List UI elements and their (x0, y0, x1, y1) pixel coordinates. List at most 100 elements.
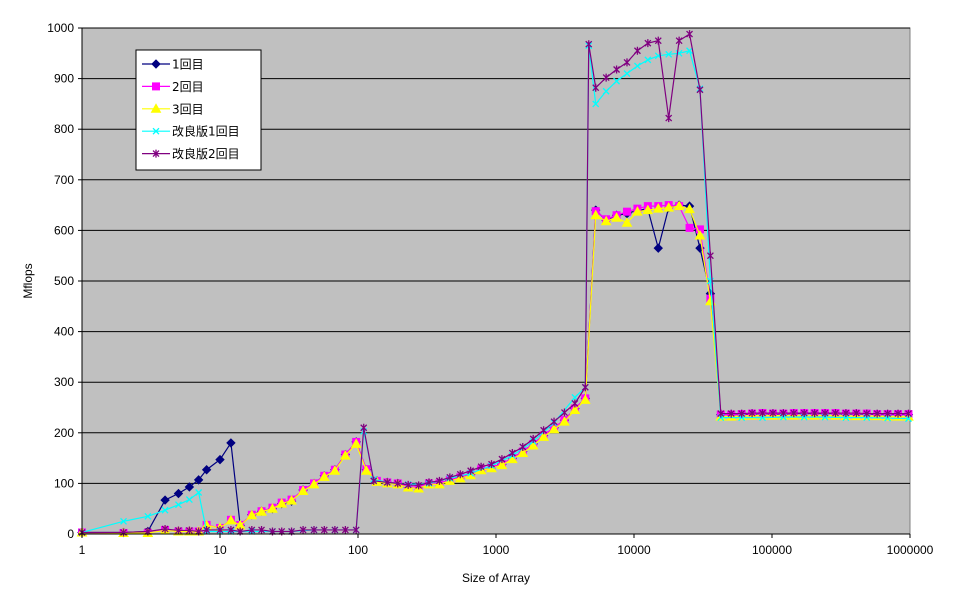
y-tick-label: 600 (54, 223, 74, 237)
data-point (686, 47, 694, 55)
data-point (592, 100, 600, 108)
data-point (548, 423, 560, 434)
data-point (227, 525, 235, 534)
data-point (769, 409, 777, 418)
y-tick-label: 800 (54, 122, 74, 136)
legend-entry: 3回目 (142, 102, 204, 116)
gridlines (82, 27, 910, 484)
legend-entry: 1回目 (142, 58, 204, 72)
legend-label: 改良版2回目 (172, 146, 240, 161)
data-point (174, 501, 182, 509)
data-point (488, 460, 495, 469)
data-point (654, 36, 662, 45)
data-point (120, 517, 128, 525)
data-point (498, 455, 506, 464)
data-point (644, 56, 652, 64)
data-point (632, 206, 643, 216)
data-point (383, 478, 391, 487)
data-point (467, 466, 475, 475)
data-point (633, 62, 641, 70)
data-point (225, 514, 237, 525)
data-point (160, 495, 170, 505)
data-point (613, 65, 621, 74)
legend-swatch-marker (152, 82, 160, 91)
data-point (665, 50, 673, 58)
x-tick-label: 1000 (483, 543, 510, 557)
x-tick-label: 100 (348, 543, 368, 557)
data-point (527, 439, 539, 450)
data-point (538, 431, 549, 441)
data-point (195, 489, 203, 496)
data-point (320, 525, 328, 534)
data-point (633, 46, 641, 55)
data-point (738, 409, 746, 418)
data-point (685, 223, 694, 232)
data-point (779, 409, 787, 418)
legend-swatch-marker (151, 59, 161, 69)
data-point (673, 200, 685, 211)
legend-swatch-marker (152, 127, 160, 135)
data-point (435, 476, 443, 485)
data-point (308, 478, 320, 489)
data-point (477, 462, 485, 471)
series-layer (76, 30, 914, 538)
data-point (623, 58, 631, 67)
data-point (331, 525, 339, 534)
y-tick-label: 200 (54, 426, 74, 440)
data-point (318, 471, 330, 481)
data-point (621, 217, 633, 227)
data-point (456, 470, 464, 479)
data-point (425, 478, 433, 487)
y-tick-label: 100 (54, 476, 74, 490)
data-point (873, 409, 881, 418)
data-point (201, 465, 212, 475)
data-point (811, 409, 819, 418)
data-point (842, 409, 850, 418)
data-point (519, 442, 527, 451)
data-point (717, 409, 725, 418)
legend-label: 1回目 (172, 58, 204, 72)
y-tick-label: 300 (54, 375, 74, 389)
data-point (299, 525, 307, 534)
data-point (297, 485, 309, 495)
data-point (184, 482, 195, 492)
data-point (361, 465, 372, 475)
data-point (748, 409, 756, 418)
data-point (602, 73, 610, 82)
x-tick-label: 1 (79, 543, 86, 557)
data-point (310, 525, 318, 534)
data-point (508, 449, 516, 458)
x-axis-label: Size of Array (462, 571, 530, 585)
data-point (203, 525, 211, 534)
x-tick-label: 1000000 (887, 543, 934, 557)
legend-swatch-marker (152, 149, 160, 158)
y-tick-label: 1000 (47, 21, 74, 35)
data-point (696, 85, 704, 94)
data-point (258, 525, 266, 534)
data-point (727, 409, 735, 418)
legend-label: 2回目 (172, 80, 204, 94)
data-point (602, 87, 610, 95)
data-point (623, 70, 631, 77)
data-point (611, 212, 622, 222)
legend-entry: 改良版2回目 (142, 146, 240, 161)
data-point (790, 409, 798, 418)
data-point (394, 479, 402, 488)
data-point (706, 251, 714, 260)
data-point (340, 450, 351, 460)
data-point (821, 409, 829, 418)
data-point (185, 496, 193, 504)
data-point (663, 202, 675, 212)
data-point (256, 506, 267, 516)
data-point (267, 503, 278, 513)
data-point (652, 203, 664, 213)
data-point (852, 409, 860, 418)
x-tick-label: 100000 (752, 543, 792, 557)
y-tick-label: 400 (54, 325, 74, 339)
legend-swatch-marker (150, 103, 162, 113)
data-point (174, 526, 182, 535)
data-point (173, 488, 184, 499)
data-point (404, 480, 412, 489)
data-point (894, 409, 902, 418)
